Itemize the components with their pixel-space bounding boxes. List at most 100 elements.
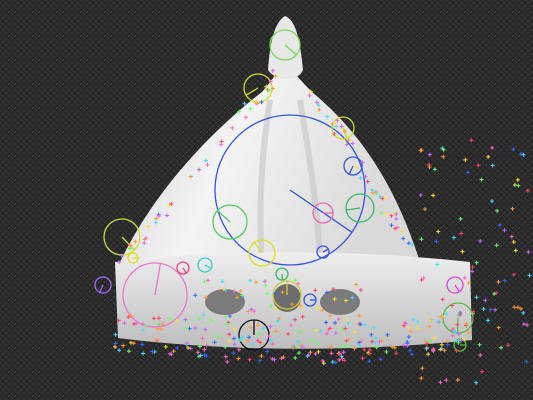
keypoint-cross: [394, 216, 399, 221]
keypoint-cross: [293, 355, 298, 360]
keypoint-cross: [188, 174, 193, 179]
keypoint-cross: [313, 288, 318, 293]
keypoint-circle: [122, 262, 188, 328]
keypoint-cross: [462, 275, 467, 280]
keypoint-cross: [511, 272, 516, 277]
keypoint-circle: [345, 193, 375, 223]
keypoint-cross: [496, 279, 501, 284]
keypoint-cross: [383, 211, 388, 216]
keypoint-cross: [344, 318, 349, 323]
keypoint-cross: [188, 346, 193, 351]
keypoint-cross: [359, 339, 364, 344]
keypoint-cross: [238, 289, 243, 294]
keypoint-cross: [258, 340, 263, 345]
keypoint-cross: [202, 279, 207, 284]
keypoint-cross: [367, 359, 372, 364]
keypoint-orientation: [289, 189, 353, 233]
keypoint-cross: [377, 339, 382, 344]
keypoint-cross: [354, 282, 359, 287]
keypoint-cross: [163, 344, 168, 349]
keypoint-cross: [308, 89, 313, 94]
keypoint-cross: [432, 335, 437, 340]
keypoint-cross: [442, 348, 447, 353]
keypoint-cross: [236, 356, 241, 361]
keypoint-cross: [141, 351, 146, 356]
keypoint-cross: [154, 216, 159, 221]
keypoint-cross: [237, 109, 242, 114]
keypoint-cross: [419, 277, 424, 282]
keypoint-cross: [286, 332, 291, 337]
keypoint-cross: [126, 315, 131, 320]
keypoint-cross: [401, 343, 406, 348]
keypoint-cross: [352, 346, 357, 351]
keypoint-cross: [270, 356, 275, 361]
keypoint-cross: [314, 328, 319, 333]
keypoint-cross: [240, 293, 245, 298]
keypoint-orientation: [217, 210, 231, 223]
keypoint-cross: [374, 345, 379, 350]
keypoint-cross: [117, 348, 122, 353]
keypoint-cross: [378, 357, 383, 362]
keypoint-cross: [264, 84, 269, 89]
keypoint-cross: [315, 306, 320, 311]
keypoint-cross: [270, 86, 275, 91]
keypoint-cross: [436, 229, 441, 234]
keypoint-cross: [427, 152, 432, 157]
keypoint-cross: [159, 327, 164, 332]
keypoint-cross: [363, 322, 367, 327]
keypoint-cross: [462, 337, 467, 342]
keypoint-cross: [457, 312, 462, 317]
keypoint-cross: [510, 206, 515, 211]
keypoint-cross: [476, 163, 481, 168]
keypoint-cross: [340, 327, 345, 332]
keypoint-cross: [227, 338, 232, 343]
keypoint-cross: [331, 121, 336, 126]
keypoint-cross: [195, 350, 200, 355]
keypoint-cross: [440, 297, 445, 302]
keypoint-cross: [401, 229, 406, 234]
keypoint-cross: [193, 293, 198, 298]
keypoint-orientation: [348, 165, 354, 175]
keypoint-cross: [382, 195, 387, 200]
keypoint-cross: [436, 319, 441, 324]
keypoint-cross: [247, 357, 252, 362]
keypoint-cross: [339, 344, 344, 349]
keypoint-cross: [456, 340, 461, 345]
keypoint-orientation: [346, 207, 361, 211]
keypoint-cross: [320, 307, 325, 312]
keypoint-cross: [406, 334, 411, 339]
keypoint-cross: [431, 347, 436, 352]
keypoint-circle: [446, 276, 464, 294]
keypoint-cross: [374, 191, 379, 196]
keypoint-cross: [128, 243, 133, 248]
keypoint-cross: [521, 322, 526, 327]
keypoint-cross: [265, 349, 270, 354]
keypoint-circle: [214, 114, 366, 266]
keypoint-cross: [315, 341, 320, 346]
keypoint-circle: [331, 116, 355, 140]
keypoint-cross: [174, 318, 179, 323]
keypoint-cross: [317, 107, 322, 112]
keypoint-cross: [379, 338, 384, 343]
keypoint-cross: [337, 357, 342, 362]
keypoint-cross: [333, 320, 338, 325]
keypoint-cross: [441, 154, 446, 159]
keypoint-cross: [248, 325, 253, 330]
keypoint-cross: [273, 291, 278, 296]
hat-body: [120, 60, 420, 262]
keypoint-cross: [235, 295, 240, 300]
keypoint-cross: [333, 360, 338, 365]
keypoint-cross: [419, 237, 424, 242]
keypoint-cross: [445, 342, 450, 347]
keypoint-cross: [512, 305, 517, 310]
keypoint-cross: [337, 352, 342, 357]
keypoint-cross: [422, 207, 427, 212]
keypoint-cross: [465, 170, 470, 175]
keypoint-cross: [296, 281, 301, 286]
keypoint-cross: [298, 329, 303, 334]
keypoint-cross: [223, 314, 228, 319]
keypoint-cross: [474, 380, 479, 385]
keypoint-cross: [499, 345, 504, 350]
keypoint-cross: [333, 331, 338, 336]
keypoint-cross: [350, 295, 355, 300]
